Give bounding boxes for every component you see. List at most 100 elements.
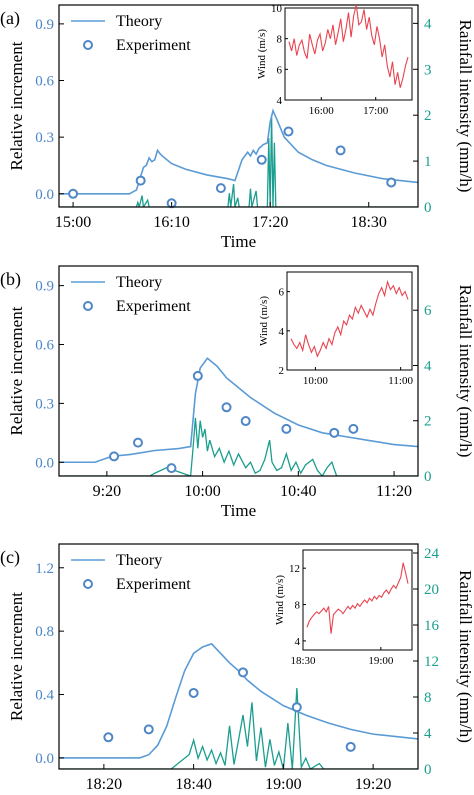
- experiment-point: [166, 463, 177, 474]
- inset-y-tick-label: 12: [289, 563, 300, 575]
- legend-experiment-label: Experiment: [116, 576, 191, 593]
- experiment-point: [221, 402, 232, 413]
- y2-tick-label: 0: [424, 469, 432, 485]
- experiment-point: [291, 702, 302, 713]
- y-tick-label: 0.6: [35, 74, 54, 90]
- y2-tick-label: 6: [424, 303, 432, 319]
- x-tick-label: 19:20: [355, 776, 391, 793]
- plot-frame: [58, 265, 419, 477]
- x-tick-label: 19:00: [265, 776, 301, 793]
- y-tick-label: 0.0: [35, 455, 54, 471]
- x-tick-label: 18:30: [350, 214, 386, 231]
- inset-frame: [284, 7, 413, 101]
- rainfall-line: [59, 687, 418, 769]
- theory-line: [59, 357, 418, 464]
- y2-axis-title: Rainfall intensity (mm/h): [456, 285, 474, 458]
- y2-tick-label: 16: [424, 618, 440, 634]
- legend-experiment-swatch: [83, 579, 93, 589]
- y2-tick-label: 0: [424, 200, 432, 216]
- inset-x-tick-label: 19:00: [368, 655, 394, 667]
- experiment-point: [256, 154, 267, 165]
- inset-y-tick-label: 6: [277, 64, 283, 76]
- experiment-point: [215, 183, 226, 194]
- legend-theory-label: Theory: [116, 552, 162, 569]
- y-tick-label: 0.0: [35, 751, 54, 767]
- inset-x-tick-label: 11:00: [388, 375, 413, 387]
- x-tick-label: 17:20: [252, 214, 288, 231]
- experiment-point: [283, 126, 294, 137]
- inset-y-tick-label: 2: [279, 365, 285, 377]
- inset-y-axis-title: Wind (m/s): [258, 296, 270, 346]
- experiment-point: [386, 177, 397, 188]
- y2-tick-label: 3: [424, 62, 432, 78]
- legend-experiment-swatch: [83, 301, 93, 311]
- legend-theory-label: Theory: [116, 274, 162, 291]
- experiment-point: [329, 427, 340, 438]
- x-axis-title: Time: [221, 232, 256, 251]
- x-tick-label: 10:00: [184, 483, 220, 500]
- wind-inset: 16:00 17:00 4 6 8 10 Wind (m/s): [256, 3, 413, 117]
- rainfall-line: [59, 115, 418, 207]
- y2-tick-label: 12: [424, 654, 439, 670]
- y2-tick-label: 8: [424, 690, 432, 706]
- y2-tick-label: 2: [424, 108, 432, 124]
- theory-line: [59, 642, 418, 759]
- y-tick-label: 0.3: [35, 130, 54, 146]
- wind-line: [306, 562, 409, 634]
- y-tick-label: 0.0: [35, 187, 54, 203]
- legend-experiment-label: Experiment: [116, 298, 191, 315]
- y2-tick-label: 0: [424, 762, 432, 778]
- y2-tick-label: 4: [424, 358, 432, 374]
- experiment-point: [132, 437, 143, 448]
- panel-label: (b): [0, 269, 21, 290]
- y2-axis-title: Rainfall intensity (mm/h): [456, 20, 474, 193]
- y2-tick-label: 4: [424, 726, 432, 742]
- legend-experiment-label: Experiment: [116, 37, 191, 54]
- y2-tick-label: 24: [424, 546, 440, 562]
- x-tick-label: 11:20: [376, 483, 412, 500]
- inset-y-tick-label: 8: [277, 34, 283, 46]
- experiment-point: [348, 423, 359, 434]
- inset-y-tick-label: 4: [279, 326, 285, 338]
- wind-inset: 10:00 11:00 2 4 6 Wind (m/s): [258, 271, 413, 387]
- x-tick-label: 10:40: [280, 483, 316, 500]
- inset-y-axis-title: Wind (m/s): [256, 29, 268, 79]
- experiment-point: [135, 175, 146, 186]
- x-tick-label: 18:20: [86, 776, 122, 793]
- experiment-point: [345, 741, 356, 752]
- y2-tick-label: 4: [424, 16, 432, 32]
- y-axis-title: Relative increment: [7, 41, 26, 170]
- x-tick-label: 9:20: [93, 483, 121, 500]
- experiment-point: [240, 416, 251, 427]
- inset-x-tick-label: 10:00: [303, 375, 329, 387]
- inset-x-tick-label: 17:00: [363, 105, 389, 117]
- rainfall-line: [59, 417, 418, 476]
- y-tick-label: 0.9: [35, 17, 54, 33]
- legend-theory-label: Theory: [116, 13, 162, 30]
- inset-y-tick-label: 8: [295, 600, 301, 612]
- y2-tick-label: 20: [424, 582, 439, 598]
- y-tick-label: 1.2: [35, 561, 54, 577]
- panel-label: (a): [0, 8, 20, 29]
- inset-y-tick-label: 4: [277, 95, 283, 107]
- y2-tick-label: 1: [424, 154, 432, 170]
- panel-b: 9:20 10:00 10:40 11:20 0.0 0.3 0.6 0.9 0 2 4 6 (b) Ti…: [0, 265, 474, 520]
- panel-c: 18:20 18:40 19:00 19:20 0.0 0.4 0.8 1.2 0 4 8 12 16 2…: [0, 543, 474, 795]
- inset-x-tick-label: 18:30: [290, 655, 316, 667]
- y-tick-label: 0.8: [35, 624, 54, 640]
- y-tick-label: 0.3: [35, 396, 54, 412]
- wind-line: [290, 279, 409, 358]
- experiment-point: [109, 451, 120, 462]
- wind-line: [288, 4, 409, 88]
- inset-y-axis-title: Wind (m/s): [274, 575, 286, 625]
- experiment-point: [103, 732, 114, 743]
- y2-axis-title: Rainfall intensity (mm/h): [456, 570, 474, 743]
- experiment-point: [237, 667, 248, 678]
- x-tick-label: 18:40: [175, 776, 211, 793]
- x-tick-label: 16:10: [153, 214, 189, 231]
- experiment-point: [335, 145, 346, 156]
- y2-tick-label: 2: [424, 414, 432, 430]
- y-axis-title: Relative increment: [7, 592, 26, 721]
